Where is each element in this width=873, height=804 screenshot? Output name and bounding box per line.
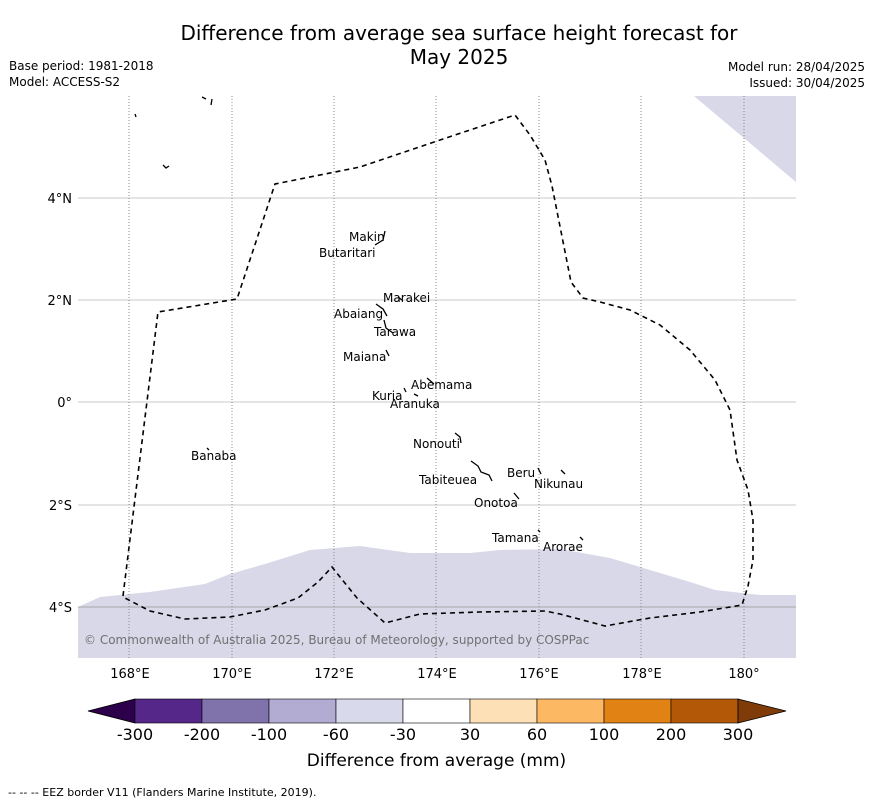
- colorbar-segment: [603, 698, 672, 724]
- colorbar-extend-high: [737, 698, 787, 724]
- island-north-2: [134, 113, 137, 118]
- colorbar-tick: -300: [116, 725, 154, 744]
- anomaly-region-northeast: [694, 96, 796, 182]
- island-outlines: [134, 96, 584, 541]
- place-onotoa: Onotoa: [474, 496, 518, 510]
- place-nikunau: Nikunau: [534, 477, 583, 491]
- lon-label-174e: 174°E: [417, 667, 457, 682]
- place-abemama: Abemama: [411, 378, 472, 392]
- island-beru: [537, 467, 542, 475]
- map-title: Difference from average sea surface heig…: [0, 21, 873, 69]
- island-makin: [374, 230, 386, 246]
- colorbar-segment: [670, 698, 739, 724]
- place-tamana: Tamana: [491, 531, 539, 545]
- lon-label-178e: 178°E: [622, 667, 662, 682]
- island-banaba: [206, 447, 210, 451]
- colorbar-segment: [134, 698, 203, 724]
- eez-border: [122, 114, 754, 627]
- colorbar-tick: 60: [526, 725, 548, 744]
- island-marakei: [397, 296, 403, 301]
- island-nonouti: [454, 432, 462, 444]
- colorbar-segment: [469, 698, 538, 724]
- place-arorae: Arorae: [543, 540, 583, 554]
- colorbar-segment: [201, 698, 270, 724]
- place-labels: Makin Butaritari Marakei Abaiang Tarawa …: [191, 230, 583, 554]
- island-north-3: [162, 164, 170, 169]
- longitude-gridlines: [128, 96, 745, 658]
- island-maiana: [385, 349, 390, 357]
- place-tabiteuea: Tabiteuea: [418, 473, 477, 487]
- title-line-2: May 2025: [409, 45, 509, 69]
- island-kuria-aranuka: [403, 387, 419, 397]
- eez-legend-note: -- -- -- EEZ border V11 (Flanders Marine…: [8, 786, 317, 799]
- colorbar-tick: 200: [655, 725, 687, 744]
- place-kuria: Kuria: [372, 389, 403, 403]
- island-abemama: [426, 377, 435, 385]
- island-arorae: [579, 536, 584, 541]
- colorbar-extend-low: [87, 698, 136, 724]
- anomaly-region-south: [78, 546, 796, 658]
- place-abaiang: Abaiang: [334, 307, 383, 321]
- island-abaiang: [375, 303, 388, 317]
- lat-label-0: 0°: [57, 396, 72, 411]
- island-north-1: [201, 96, 213, 106]
- colorbar-tick: 300: [722, 725, 754, 744]
- base-period: Base period: 1981-2018: [9, 59, 154, 73]
- island-onotoa: [513, 492, 520, 500]
- place-maiana: Maiana: [343, 350, 386, 364]
- colorbar-segment: [536, 698, 605, 724]
- copyright-notice: © Commonwealth of Australia 2025, Bureau…: [84, 633, 589, 647]
- colorbar-tick: -200: [183, 725, 221, 744]
- place-makin: Makin: [349, 230, 385, 244]
- colorbar-tick: -30: [389, 725, 417, 744]
- model-run: Model run: 28/04/2025: [727, 60, 865, 74]
- colorbar-tick: 100: [588, 725, 620, 744]
- island-tamana: [537, 529, 541, 533]
- longitude-axis-labels: 168°E 170°E 172°E 174°E 176°E 178°E 180°: [110, 667, 759, 682]
- colorbar-segment: [268, 698, 337, 724]
- colorbar-tick: 30: [459, 725, 481, 744]
- place-tarawa: Tarawa: [373, 325, 416, 339]
- lat-label-4n: 4°N: [48, 192, 73, 207]
- lat-label-4s: 4°S: [49, 601, 72, 616]
- place-nonouti: Nonouti: [413, 437, 460, 451]
- colorbar-tick: -100: [250, 725, 288, 744]
- issued-date: Issued: 30/04/2025: [749, 76, 865, 90]
- title-line-1: Difference from average sea surface heig…: [180, 21, 738, 45]
- colorbar-segment: [335, 698, 404, 724]
- lon-label-168e: 168°E: [110, 667, 150, 682]
- island-nikunau: [560, 469, 566, 475]
- place-beru: Beru: [507, 466, 535, 480]
- place-butaritari: Butaritari: [319, 246, 376, 260]
- island-tarawa: [383, 319, 394, 334]
- lat-label-2s: 2°S: [49, 499, 72, 514]
- colorbar-segment: [402, 698, 471, 724]
- lon-label-170e: 170°E: [212, 667, 252, 682]
- model-name: Model: ACCESS-S2: [9, 75, 121, 89]
- colorbar-tick: -60: [322, 725, 350, 744]
- lat-label-2n: 2°N: [48, 294, 73, 309]
- place-banaba: Banaba: [191, 449, 237, 463]
- place-marakei: Marakei: [383, 291, 430, 305]
- lon-label-172e: 172°E: [314, 667, 354, 682]
- latitude-gridlines: [78, 197, 796, 608]
- colorbar-title: Difference from average (mm): [306, 751, 567, 771]
- lon-label-176e: 176°E: [519, 667, 559, 682]
- island-tabiteuea: [470, 460, 493, 482]
- colorbar: [87, 698, 787, 724]
- lon-label-180: 180°: [728, 667, 759, 682]
- latitude-axis-labels: 4°N 2°N 0° 2°S 4°S: [48, 192, 73, 616]
- place-aranuka: Aranuka: [390, 397, 440, 411]
